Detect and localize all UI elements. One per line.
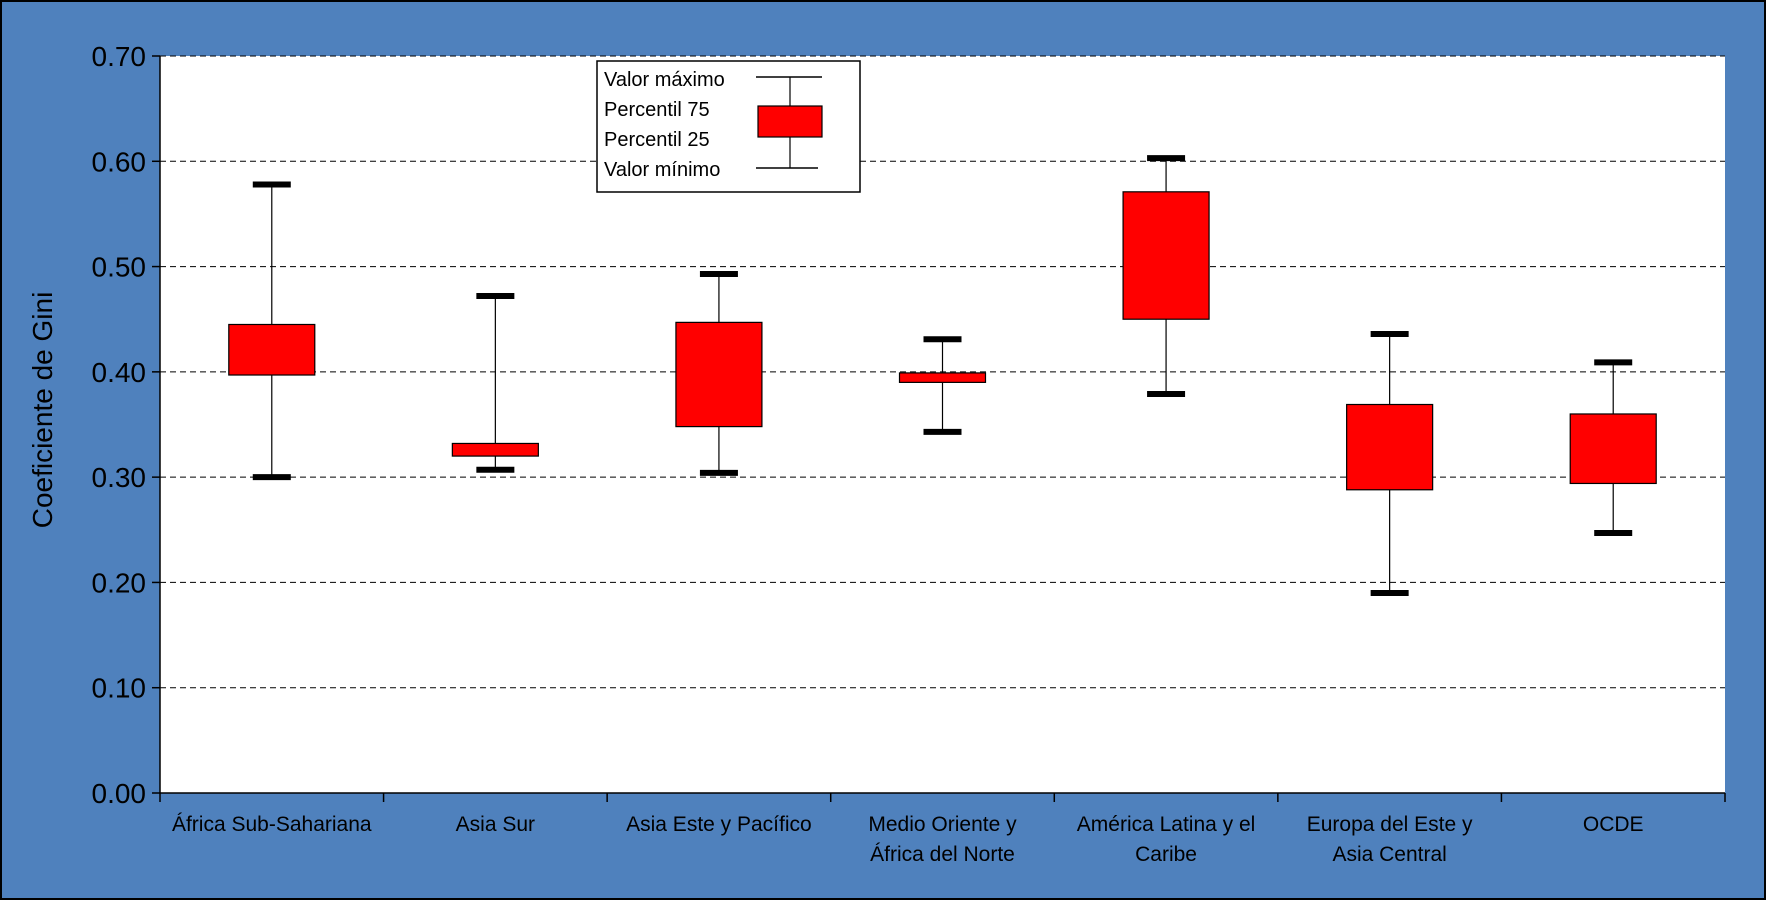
y-tick-label: 0.20 [92,567,147,598]
y-tick-label: 0.00 [92,778,147,809]
box-5 [1122,155,1210,397]
box-6 [1346,330,1434,596]
box-iqr [1122,191,1210,320]
box-2 [451,293,539,473]
x-tick-label: Asia Este y Pacífico [626,813,812,836]
x-tick-label-line: Medio Oriente y [868,813,1017,836]
y-tick-label: 0.50 [92,252,147,283]
legend-label-max: Valor máximo [604,69,725,91]
y-tick-label: 0.70 [92,41,147,72]
tick-labels: 0.00 0.10 0.20 0.30 0.40 0.50 0.60 0.70 África S… [92,41,1644,866]
x-tick-label: América Latina y el Caribe [1077,813,1256,866]
box-iqr [1346,403,1434,491]
legend: Valor máximo Percentil 75 Percentil 25 V… [596,60,861,193]
x-tick-label: Medio Oriente y África del Norte [868,813,1017,866]
boxes [228,155,1657,596]
axes [152,55,1726,802]
x-tick-label: Europa del Este y Asia Central [1307,813,1473,866]
legend-box-sample [757,105,823,138]
x-tick-label-line: Asia Este y Pacífico [626,813,812,836]
y-tick-label: 0.10 [92,673,147,704]
box-iqr [1569,413,1657,485]
box-7 [1569,359,1657,536]
box-iqr [451,442,539,457]
box-iqr [898,372,987,383]
y-axis-label: Coeficiente de Gini [27,292,58,529]
y-tick-label: 0.40 [92,357,147,388]
y-tick-label: 0.60 [92,146,147,177]
x-tick-label-line: Caribe [1135,843,1197,866]
box-3 [675,270,763,476]
gridlines [160,55,1725,689]
legend-label-min: Valor mínimo [604,159,720,181]
box-iqr [228,323,316,376]
legend-label-p75: Percentil 75 [604,99,710,121]
x-tick-label: África Sub-Sahariana [172,813,372,836]
box-4 [898,336,987,435]
x-tick-label: Asia Sur [456,813,535,836]
x-tick-label-line: OCDE [1583,813,1644,836]
x-tick-label-line: Asia Central [1332,843,1446,866]
legend-label-p25: Percentil 25 [604,129,710,151]
x-tick-label-line: África del Norte [870,843,1015,866]
x-tick-label: OCDE [1583,813,1644,836]
x-tick-label-line: Europa del Este y [1307,813,1473,836]
x-tick-label-line: América Latina y el [1077,813,1256,836]
box-1 [228,181,316,481]
y-tick-label: 0.30 [92,462,147,493]
x-tick-label-line: África Sub-Sahariana [172,813,372,836]
x-tick-label-line: Asia Sur [456,813,535,836]
box-iqr [675,321,763,428]
